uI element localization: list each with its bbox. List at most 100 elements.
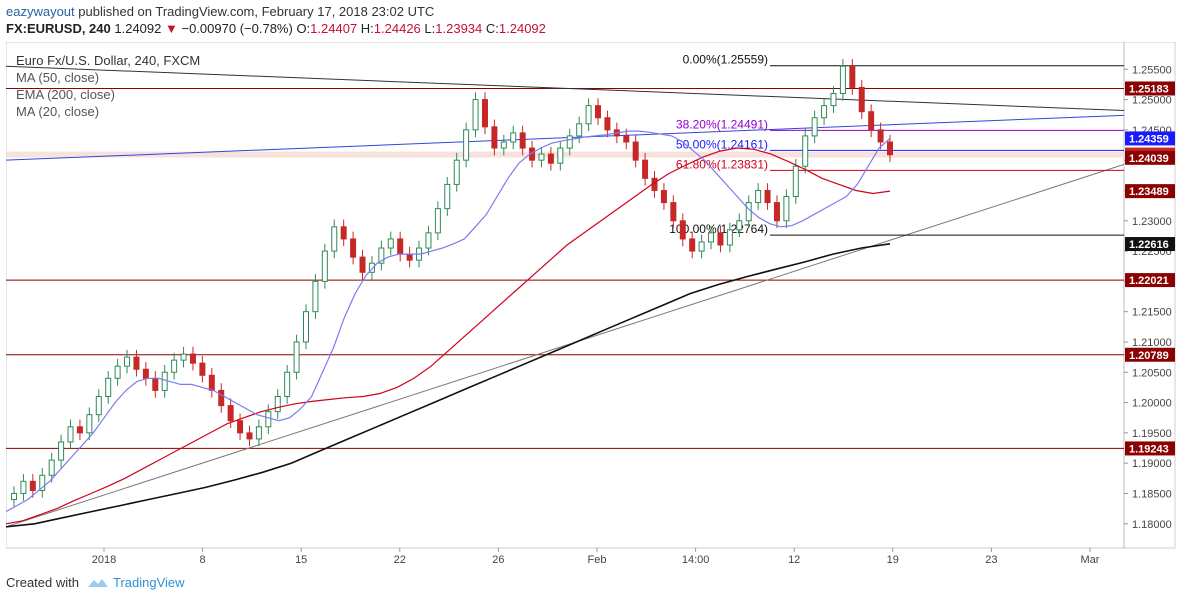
candle-body (67, 426, 74, 443)
footer: Created with TradingView (6, 575, 185, 590)
candle-body (839, 65, 846, 95)
close-label: C: (485, 21, 499, 36)
x-tick-label: Mar (1081, 554, 1100, 566)
fib-level-label: 38.20%(1.24491) (676, 117, 768, 131)
y-tick-label: 1.19000 (1132, 458, 1172, 470)
candle-body (124, 356, 131, 367)
tradingview-brand[interactable]: TradingView (112, 575, 185, 590)
candle-body (255, 426, 262, 440)
candle-body (849, 65, 856, 88)
candle-body (180, 353, 187, 361)
candle-body (350, 238, 357, 258)
candle-body (227, 405, 234, 422)
candle-body (877, 129, 884, 143)
created-with-label: Created with (6, 575, 79, 590)
candle-body (406, 253, 413, 261)
candle-body (152, 377, 159, 391)
y-tick-label: 1.19500 (1132, 428, 1172, 440)
candle-body (387, 238, 394, 249)
candle-body (48, 459, 55, 476)
x-tick-label: 14:00 (682, 554, 710, 566)
legend-ma20[interactable]: MA (20, close) (16, 104, 100, 119)
channel-trendline (6, 114, 1125, 161)
candle-body (689, 238, 696, 252)
candle-body (604, 117, 611, 131)
candle-body (444, 183, 451, 210)
open-label: O: (296, 21, 311, 36)
candle-body (830, 93, 837, 107)
price-axis-label: 1.24359 (1129, 133, 1169, 145)
x-tick-label: 22 (394, 554, 406, 566)
candle-body (161, 371, 168, 391)
candle-body (500, 141, 507, 149)
candle-body (566, 135, 573, 149)
candle-body (623, 135, 630, 143)
candle-body (717, 232, 724, 246)
open-value: 1.24407 (310, 21, 358, 36)
y-tick-label: 1.20500 (1132, 367, 1172, 379)
candle-body (858, 86, 865, 113)
candle-body (397, 238, 404, 255)
candle-body (246, 432, 253, 440)
candle-body (29, 480, 36, 491)
candle-body (670, 202, 677, 222)
candle-body (519, 132, 526, 149)
candle-body (783, 196, 790, 222)
candle-body (237, 420, 244, 434)
candle-body (642, 159, 649, 179)
legend-ma50[interactable]: MA (50, close) (16, 70, 100, 85)
candle-body (321, 250, 328, 282)
candle-body (265, 411, 272, 428)
candle-body (698, 241, 705, 252)
indicator-legend: Euro Fx/U.S. Dollar, 240, FXCM MA (50, c… (16, 52, 200, 120)
candle-body (773, 202, 780, 222)
candle-body (39, 474, 46, 491)
price-axis-label-bg (1125, 273, 1175, 288)
candle-body (95, 396, 102, 416)
candle-body (208, 374, 215, 391)
candle-body (11, 492, 17, 501)
candle-body (368, 262, 375, 273)
candle-body (764, 189, 771, 204)
candle-body (755, 189, 762, 204)
candle-body (20, 480, 27, 494)
candle-body (547, 153, 554, 164)
plot-frame (6, 42, 1176, 549)
y-tick-label: 1.23000 (1132, 216, 1172, 228)
author-link[interactable]: eazywayout (6, 4, 75, 19)
candle-body (557, 147, 564, 164)
chart-area[interactable]: 1.255001.250001.245001.240001.235001.230… (6, 42, 1176, 566)
candle-body (378, 247, 385, 264)
candle-body (142, 368, 149, 379)
current-price-band (6, 151, 1124, 158)
legend-title: Euro Fx/U.S. Dollar, 240, FXCM (16, 53, 201, 68)
price-axis-label: 1.22021 (1129, 275, 1169, 287)
candle-body (76, 426, 83, 434)
low-value: 1.23934 (435, 21, 483, 36)
price-axis-label-bg (1125, 150, 1175, 165)
candle-body (708, 232, 715, 243)
x-tick-label: 8 (200, 554, 206, 566)
y-tick-label: 1.20000 (1132, 398, 1172, 410)
candle-body (312, 280, 319, 313)
y-tick-label: 1.18000 (1132, 519, 1172, 531)
price-change: −0.00970 (−0.78%) (181, 21, 293, 36)
fib-level-label: 100.00%(1.22764) (669, 222, 768, 236)
price-axis-label-bg (1125, 81, 1175, 96)
price-axis-label-bg (1125, 131, 1175, 146)
candle-body (434, 208, 441, 234)
high-label: H: (360, 21, 374, 36)
legend-ema200[interactable]: EMA (200, close) (16, 87, 115, 102)
candle-body (340, 226, 347, 240)
y-tick-label: 1.22500 (1132, 246, 1172, 258)
ma20-line (6, 130, 891, 513)
candle-body (171, 359, 178, 373)
fib-level-label: 50.00%(1.24161) (676, 137, 768, 151)
candle-body (538, 153, 545, 161)
price-chart[interactable]: 1.255001.250001.245001.240001.235001.230… (6, 42, 1176, 566)
price-axis-label-bg (1125, 184, 1175, 199)
x-tick-label: Feb (588, 554, 607, 566)
candle-body (303, 311, 309, 343)
candle-body (463, 129, 470, 161)
candle-body (425, 232, 432, 249)
